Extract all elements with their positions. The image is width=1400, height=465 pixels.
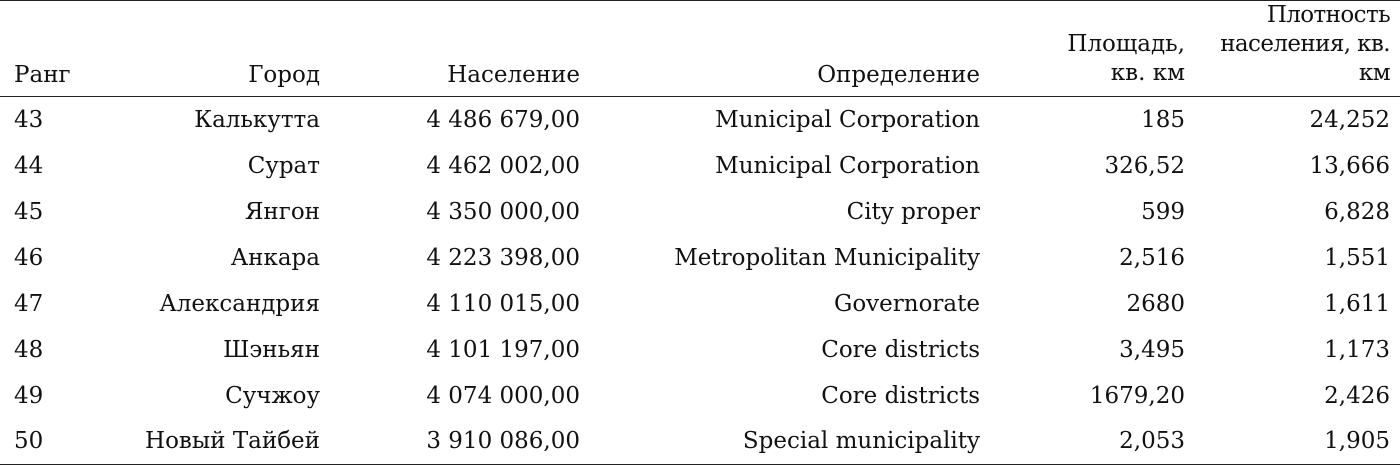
cell-city: Новый Тайбей (100, 418, 320, 465)
cell-rank: 50 (0, 418, 100, 465)
table-row: 49 Сучжоу 4 074 000,00 Core districts 1679,2… (0, 373, 1400, 419)
cell-definition: Municipal Corporation (715, 152, 980, 179)
cell-rank: 46 (14, 244, 44, 271)
header-density-line2: населения, кв. км (1220, 31, 1390, 86)
header-row: Ранг Город Население Определение Площадь… (0, 1, 1400, 97)
cell-population: 4 101 197,00 (426, 336, 580, 363)
header-area: Площадь, кв. км (980, 1, 1185, 97)
cell-population: 4 223 398,00 (426, 244, 580, 271)
header-density-line1: Плотность (1266, 2, 1391, 28)
header-city: Город (100, 1, 320, 97)
cell-rank: 49 (14, 382, 44, 409)
cell-area: 326,52 (1104, 152, 1185, 179)
cell-population: 4 074 000,00 (426, 382, 580, 409)
cell-city: Сурат (247, 152, 320, 179)
cell-density: 2,426 (1324, 382, 1390, 409)
cell-definition: City proper (846, 198, 980, 225)
cell-density: 24,252 (1309, 106, 1390, 133)
cell-definition: Core districts (821, 336, 980, 363)
cell-definition: Metropolitan Municipality (674, 244, 980, 271)
cell-definition: Core districts (821, 382, 980, 409)
header-density: Плотность населения, кв. км (1185, 1, 1400, 97)
table-row: 45 Янгон 4 350 000,00 City proper 599 6,828 (0, 189, 1400, 235)
cell-density: 13,666 (1309, 152, 1390, 179)
cell-population: 4 462 002,00 (426, 152, 580, 179)
table-row: 47 Александрия 4 110 015,00 Governorate 2680… (0, 281, 1400, 327)
table-header: Ранг Город Население Определение Площадь… (0, 0, 1400, 97)
cell-area: 3,495 (1119, 336, 1185, 363)
cell-city: Александрия (159, 290, 320, 317)
table-row: 48 Шэньян 4 101 197,00 Core districts 3,495 1… (0, 327, 1400, 373)
cell-density: 1,905 (1185, 418, 1400, 465)
cell-density: 1,173 (1324, 336, 1390, 363)
top-rule (0, 0, 1400, 1)
cell-population: 4 110 015,00 (426, 290, 580, 317)
cell-area: 185 (1141, 106, 1185, 133)
cell-density: 1,551 (1324, 244, 1390, 271)
cell-area: 1679,20 (1089, 382, 1185, 409)
cell-definition: Municipal Corporation (715, 106, 980, 133)
cell-area: 2680 (1126, 290, 1185, 317)
header-rank: Ранг (0, 1, 100, 97)
table-row: 44 Сурат 4 462 002,00 Municipal Corporation… (0, 143, 1400, 189)
cell-density: 1,611 (1324, 290, 1390, 317)
cell-rank: 47 (14, 290, 44, 317)
header-area-line1: Площадь, (1067, 31, 1185, 57)
table-row: 50 Новый Тайбей 3 910 086,00 Special munici… (0, 418, 1400, 465)
cell-city: Сучжоу (225, 382, 320, 409)
cell-city: Янгон (244, 198, 320, 225)
cell-population: 4 350 000,00 (426, 198, 580, 225)
header-area-line2: кв. км (1110, 60, 1185, 86)
cell-population: 4 486 679,00 (426, 106, 580, 133)
cell-rank: 48 (14, 336, 44, 363)
cell-area: 2,516 (1119, 244, 1185, 271)
cell-density: 6,828 (1324, 198, 1390, 225)
cell-rank: 43 (14, 106, 44, 133)
table-row: 46 Анкара 4 223 398,00 Metropolitan Municip… (0, 235, 1400, 281)
table-row: 43 Калькутта 4 486 679,00 Municipal Corpora… (0, 97, 1400, 143)
cell-rank: 44 (14, 152, 44, 179)
header-definition: Определение (580, 1, 980, 97)
cell-city: Шэньян (223, 336, 320, 363)
cell-city: Анкара (230, 244, 320, 271)
cell-definition: Special municipality (580, 418, 980, 465)
cell-city: Калькутта (194, 106, 320, 133)
cell-area: 599 (1141, 198, 1185, 225)
cell-area: 2,053 (980, 418, 1185, 465)
cell-population: 3 910 086,00 (320, 418, 580, 465)
table-body: 43 Калькутта 4 486 679,00 Municipal Corpora… (0, 97, 1400, 465)
header-population: Население (320, 1, 580, 97)
cell-definition: Governorate (833, 290, 980, 317)
cell-rank: 45 (14, 198, 44, 225)
